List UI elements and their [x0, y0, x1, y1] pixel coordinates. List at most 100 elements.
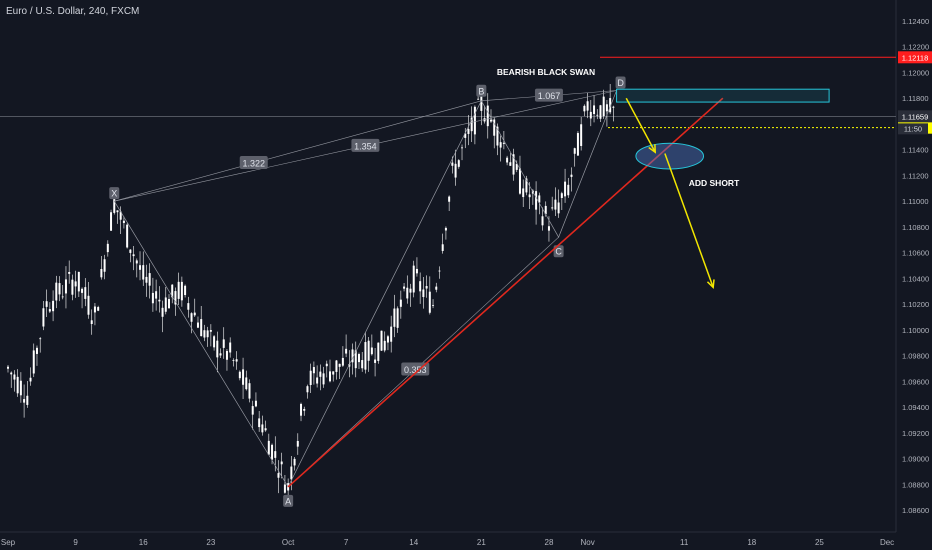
candle-body [422, 289, 425, 298]
candle-body [486, 105, 489, 127]
candle-body [425, 286, 428, 289]
candle-body [280, 461, 283, 465]
candle-body [467, 128, 470, 134]
candle-body [457, 160, 460, 167]
candle-body [596, 114, 599, 116]
y-tick-label: 1.09000 [902, 455, 929, 464]
candle-body [206, 330, 209, 338]
candle-body [506, 157, 509, 163]
candle-body [432, 304, 435, 306]
candle-body [325, 363, 328, 367]
candle-body [45, 301, 48, 307]
y-tick-label: 1.11800 [902, 94, 929, 103]
candle-body [293, 458, 296, 466]
candle-body [393, 308, 396, 327]
y-tick-label: 1.10400 [902, 274, 929, 283]
ratio-label: 0.353 [404, 365, 427, 375]
candle-body [399, 299, 402, 307]
candle-body [190, 313, 193, 322]
price-label-bg [898, 110, 932, 123]
candle-body [97, 307, 100, 311]
candle-body [364, 342, 367, 370]
candle-body [493, 119, 496, 136]
candle-body [309, 370, 312, 386]
candle-body [10, 372, 13, 375]
candle-body [535, 191, 538, 210]
candle-body [338, 363, 341, 367]
candle-body [612, 106, 615, 108]
candle-body [435, 286, 438, 290]
candle-body [283, 484, 286, 493]
candle-body [48, 309, 51, 312]
candle-body [589, 111, 592, 119]
candle-body [248, 383, 251, 399]
candle-body [599, 105, 602, 119]
candle-body [380, 330, 383, 351]
candle-body [335, 360, 338, 372]
point-label-bg [109, 187, 120, 200]
candle-body [222, 339, 225, 348]
candle-body [580, 124, 583, 146]
candle-body [55, 282, 58, 301]
candle-body [229, 342, 232, 353]
candle-body [81, 288, 84, 293]
candle-body [547, 226, 550, 231]
candle-body [193, 312, 196, 316]
candle-body [367, 340, 370, 361]
candle-body [242, 369, 245, 385]
candle-body [441, 244, 444, 251]
candle-body [583, 105, 586, 112]
candle-body [238, 371, 241, 379]
y-tick-label: 1.09800 [902, 352, 929, 361]
point-label-bg [476, 84, 487, 97]
candle-body [7, 366, 9, 369]
y-tick-label: 1.11200 [902, 171, 929, 180]
y-tick-label: 1.09400 [902, 403, 929, 412]
x-tick-label: 25 [815, 538, 824, 547]
candle-body [403, 286, 406, 289]
candle-body [390, 326, 393, 342]
candle-body [26, 395, 29, 405]
candle-body [351, 349, 354, 363]
x-tick-label: 14 [409, 538, 418, 547]
candle-body [461, 147, 464, 149]
candle-body [541, 216, 544, 226]
y-tick-label: 1.11000 [902, 197, 929, 206]
candle-body [258, 418, 261, 428]
candle-body [74, 281, 77, 287]
point-label-c: C [555, 247, 562, 257]
candle-body [290, 466, 293, 480]
candle-body [145, 276, 148, 283]
candle-body [444, 227, 447, 231]
x-tick-label: Sep [1, 538, 16, 547]
candle-body [84, 287, 87, 299]
x-tick-label: 11 [680, 538, 689, 547]
candle-body [396, 308, 399, 328]
candle-body [306, 386, 309, 393]
candle-body [196, 322, 199, 328]
candle-body [515, 163, 518, 170]
x-tick-label: 23 [206, 538, 215, 547]
candle-body [119, 211, 122, 220]
candle-body [103, 259, 106, 272]
candle-body [277, 473, 280, 478]
candle-body [29, 377, 32, 382]
candle-body [254, 400, 257, 407]
candle-body [274, 451, 277, 458]
candle-body [171, 284, 174, 298]
point-label-x: X [111, 189, 117, 199]
candle-body [560, 193, 563, 198]
candle-body [477, 98, 480, 100]
candle-body [264, 428, 267, 431]
y-tick-label: 1.09200 [902, 429, 929, 438]
candle-body [225, 351, 228, 360]
candle-body [329, 371, 331, 382]
candle-body [187, 303, 190, 310]
candle-body [502, 142, 505, 144]
candle-body [168, 299, 170, 309]
candle-body [106, 243, 109, 253]
candle-body [322, 373, 325, 385]
candle-body [480, 96, 483, 111]
candle-body [570, 174, 573, 177]
